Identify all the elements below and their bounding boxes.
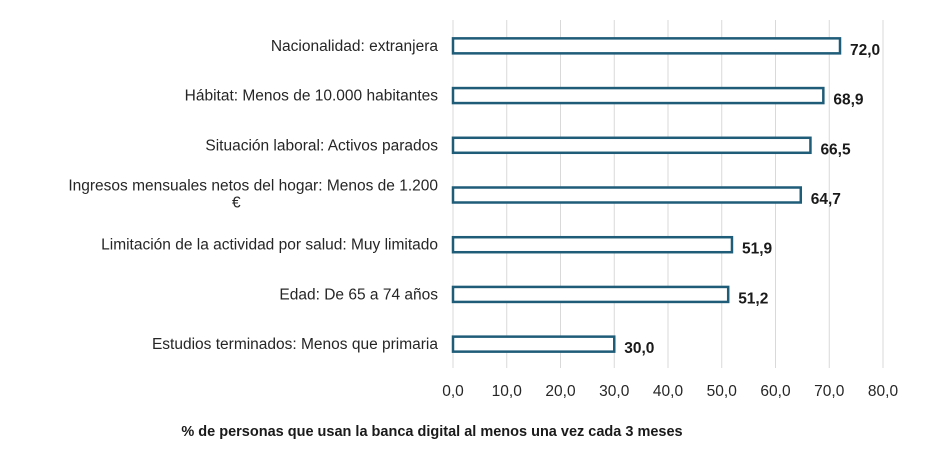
x-tick-label: 20,0 [545,383,576,400]
x-tick-label: 30,0 [599,383,630,400]
bar [451,86,825,105]
data-label: 72,0 [850,42,880,59]
data-label: 64,7 [811,191,841,208]
data-label: 66,5 [820,141,851,158]
bar [451,285,730,304]
bar [451,186,803,204]
x-tick-label: 80,0 [868,383,899,400]
data-labels: 72,0 68,9 66,5 64,7 51,9 51,2 30,0 [624,42,880,357]
x-tick-label: 10,0 [492,383,523,400]
category-labels: Nacionalidad: extranjera Hábitat: Menos d… [68,38,438,353]
data-label: 68,9 [833,92,864,109]
category-label-line: € [232,195,241,212]
category-label: Edad: De 65 a 74 años [279,286,438,303]
category-label: Limitación de la actividad por salud: Mu… [101,237,438,254]
x-tick-label: 40,0 [653,383,684,400]
x-axis-ticks: 0,0 10,0 20,0 30,0 40,0 50,0 60,0 70,0 80,0 [442,383,898,400]
bar [451,136,812,155]
data-label: 51,9 [742,241,773,258]
category-label: Situación laboral: Activos parados [205,137,438,154]
category-label-line: Ingresos mensuales netos del hogar: Meno… [68,178,438,195]
x-tick-label: 60,0 [760,383,791,400]
category-label: Estudios terminados: Menos que primaria [152,336,438,353]
bars [451,37,842,353]
x-tick-label: 0,0 [442,383,464,400]
data-label: 51,2 [738,290,768,307]
data-label: 30,0 [624,340,654,357]
x-tick-label: 50,0 [707,383,738,400]
x-axis-title: % de personas que usan la banca digital … [181,424,682,440]
bar [451,335,616,353]
bar [451,37,842,55]
category-label: Nacionalidad: extranjera [271,38,439,55]
x-tick-label: 70,0 [814,383,845,400]
category-label: Ingresos mensuales netos del hogar: Meno… [68,178,438,212]
category-label: Hábitat: Menos de 10.000 habitantes [185,88,439,105]
bar [451,235,734,254]
